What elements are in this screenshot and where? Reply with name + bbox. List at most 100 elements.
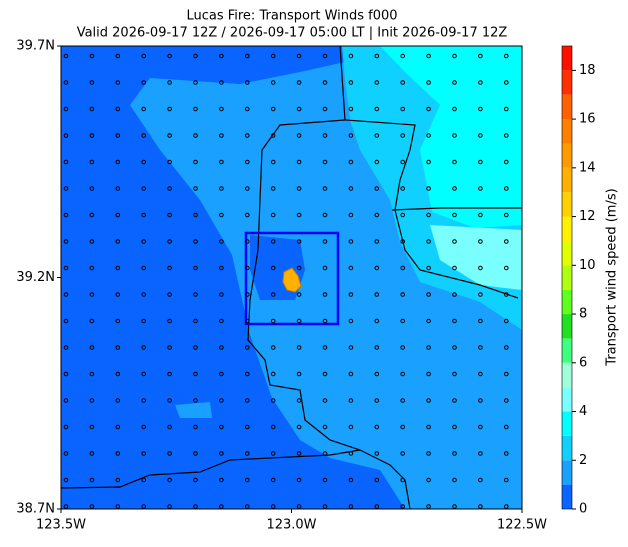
wind-point bbox=[322, 53, 328, 59]
colorbar-segment bbox=[562, 192, 572, 217]
wind-point bbox=[374, 345, 380, 350]
wind-point bbox=[374, 133, 380, 138]
wind-point bbox=[322, 345, 328, 350]
wind-point bbox=[270, 371, 276, 377]
wind-point bbox=[141, 424, 146, 430]
colorbar-segment bbox=[562, 46, 572, 71]
wind-point bbox=[270, 451, 276, 456]
wind-point bbox=[504, 186, 509, 191]
wind-point bbox=[348, 424, 354, 430]
colorbar-tick-label: 12 bbox=[579, 209, 596, 224]
colorbar-segment bbox=[562, 289, 572, 315]
wind-point bbox=[219, 212, 224, 218]
wind-point bbox=[89, 371, 95, 377]
wind-point bbox=[296, 106, 302, 112]
wind-point bbox=[270, 133, 276, 138]
wind-point bbox=[348, 504, 354, 509]
wind-point bbox=[167, 398, 172, 403]
wind-point bbox=[348, 318, 354, 324]
wind-point bbox=[141, 265, 146, 271]
wind-point bbox=[219, 318, 224, 324]
wind-point bbox=[322, 133, 328, 138]
wind-point bbox=[296, 292, 302, 297]
wind-point bbox=[478, 371, 483, 377]
wind-point bbox=[452, 292, 457, 297]
wind-point bbox=[296, 318, 302, 324]
wind-point bbox=[141, 212, 146, 218]
wind-point bbox=[193, 292, 198, 297]
colorbar-segment bbox=[562, 362, 572, 388]
wind-point bbox=[478, 133, 483, 138]
subtitle: Valid 2026-09-17 12Z / 2026-09-17 05:00 … bbox=[77, 26, 508, 41]
wind-point bbox=[193, 318, 198, 324]
wind-point bbox=[322, 80, 328, 85]
wind-point bbox=[219, 292, 224, 297]
wind-point bbox=[115, 80, 121, 85]
wind-point bbox=[348, 477, 354, 483]
wind-point bbox=[426, 133, 431, 138]
wind-point bbox=[322, 504, 328, 509]
wind-point bbox=[270, 106, 276, 112]
wind-point bbox=[219, 345, 224, 350]
wind-point bbox=[322, 477, 328, 483]
wind-point bbox=[400, 477, 406, 483]
wind-point bbox=[400, 239, 406, 244]
wind-point bbox=[374, 292, 380, 297]
wind-point bbox=[452, 477, 457, 483]
wind-point bbox=[400, 80, 406, 85]
colorbar-tick-label: 10 bbox=[579, 258, 596, 273]
wind-point bbox=[193, 398, 198, 403]
y-tick-label: 38.7N bbox=[16, 502, 55, 517]
wind-point bbox=[400, 398, 406, 403]
wind-point bbox=[426, 292, 431, 297]
wind-point bbox=[322, 398, 328, 403]
wind-point bbox=[141, 504, 146, 509]
wind-point bbox=[219, 371, 224, 377]
wind-point bbox=[219, 159, 224, 165]
wind-point bbox=[89, 133, 95, 138]
wind-point bbox=[115, 159, 121, 165]
wind-point bbox=[89, 186, 95, 191]
wind-point bbox=[63, 159, 69, 165]
wind-point bbox=[400, 318, 406, 324]
wind-point bbox=[322, 292, 328, 297]
colorbar-segment bbox=[562, 314, 572, 339]
x-tick-label: 123.0W bbox=[266, 518, 316, 533]
colorbar-segment bbox=[562, 460, 572, 485]
wind-point bbox=[167, 53, 172, 59]
wind-point bbox=[400, 106, 406, 112]
wind-point bbox=[270, 186, 276, 191]
wind-point bbox=[270, 159, 276, 165]
wind-point bbox=[400, 133, 406, 138]
wind-point bbox=[478, 477, 483, 483]
wind-point bbox=[89, 398, 95, 403]
wind-point bbox=[141, 371, 146, 377]
colorbar-segment bbox=[562, 484, 572, 509]
wind-point bbox=[89, 106, 95, 112]
wind-point bbox=[89, 477, 95, 483]
wind-point bbox=[478, 239, 483, 244]
wind-point bbox=[348, 133, 354, 138]
wind-point bbox=[193, 106, 198, 112]
colorbar-tick-label: 2 bbox=[579, 453, 587, 468]
wind-point bbox=[193, 371, 198, 377]
wind-point bbox=[141, 159, 146, 165]
wind-point bbox=[348, 80, 354, 85]
wind-point bbox=[115, 477, 121, 483]
colorbar-segment bbox=[562, 265, 572, 290]
wind-point bbox=[141, 292, 146, 297]
wind-point bbox=[296, 53, 302, 59]
wind-point bbox=[426, 265, 431, 271]
wind-point bbox=[245, 398, 250, 403]
wind-point bbox=[452, 265, 457, 271]
wind-point bbox=[452, 80, 457, 85]
contour-high bbox=[380, 46, 522, 228]
colorbar-tick-label: 0 bbox=[579, 502, 587, 517]
wind-point bbox=[270, 477, 276, 483]
wind-point bbox=[452, 451, 457, 456]
wind-point bbox=[115, 504, 121, 509]
wind-point bbox=[374, 477, 380, 483]
wind-point bbox=[452, 345, 457, 350]
wind-point bbox=[504, 477, 509, 483]
wind-point bbox=[452, 239, 457, 244]
